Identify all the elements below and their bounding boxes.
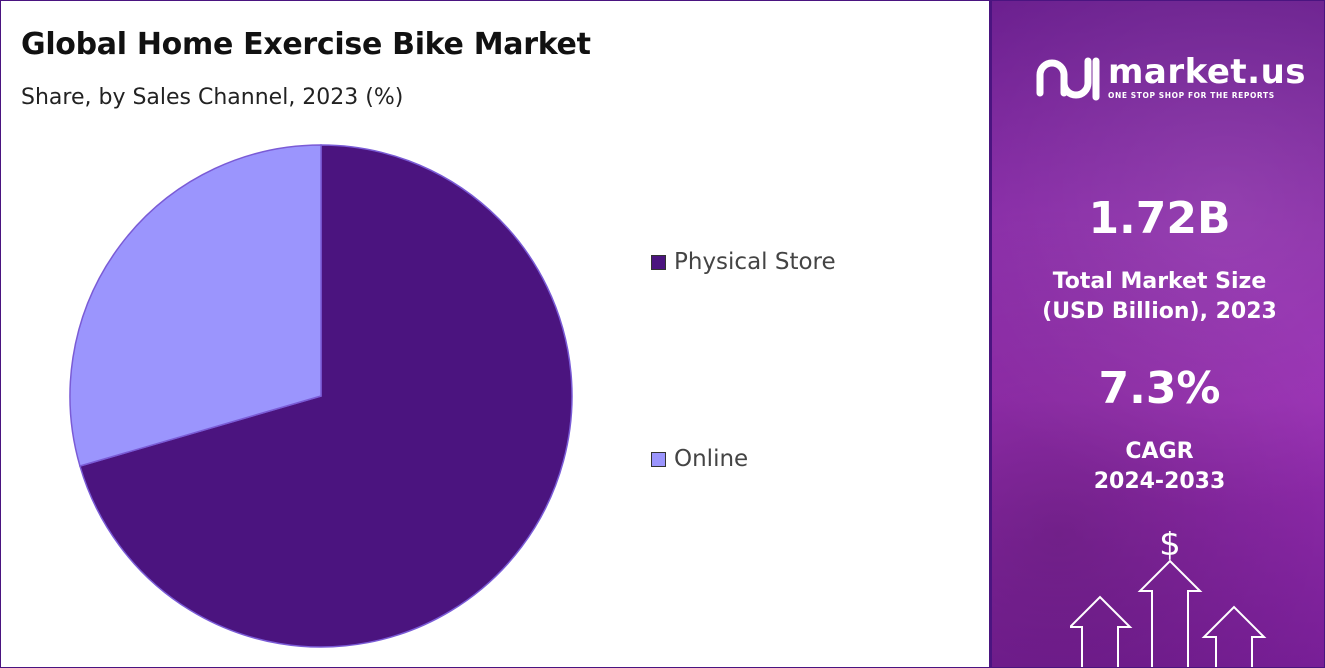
pie-slice-online [69, 144, 322, 467]
chart-title: Global Home Exercise Bike Market [21, 27, 591, 62]
legend-swatch-online [651, 451, 666, 467]
market-size-value: 1.72B [1088, 193, 1231, 244]
dollar-symbol: $ [1159, 531, 1181, 564]
market-size-label-line2: (USD Billion), 2023 [1042, 299, 1277, 324]
growth-arrows-icon: $ [1070, 531, 1267, 667]
market-us-logo-icon [1036, 57, 1100, 101]
cagr-label-line1: CAGR [1125, 439, 1194, 464]
stats-panel: market.us ONE STOP SHOP FOR THE REPORTS … [989, 1, 1324, 667]
cagr-value: 7.3% [1098, 363, 1221, 414]
chart-subtitle: Share, by Sales Channel, 2023 (%) [21, 85, 404, 110]
chart-panel: Global Home Exercise Bike Market Share, … [1, 1, 989, 667]
brand-name: market.us [1108, 51, 1307, 92]
pie-chart [69, 144, 573, 648]
brand-logo: market.us ONE STOP SHOP FOR THE REPORTS [1036, 53, 1306, 101]
brand-tagline: ONE STOP SHOP FOR THE REPORTS [1108, 90, 1275, 100]
legend-label-physical-store: Physical Store [674, 249, 836, 275]
cagr-label-line2: 2024-2033 [1093, 469, 1226, 494]
market-size-label-line1: Total Market Size [1052, 269, 1267, 294]
legend-swatch-physical-store [651, 254, 666, 270]
legend-item-online: Online [651, 446, 748, 472]
legend-label-online: Online [674, 446, 749, 472]
pie-slice-physical-store [79, 144, 573, 648]
legend-item-physical-store: Physical Store [651, 249, 836, 275]
